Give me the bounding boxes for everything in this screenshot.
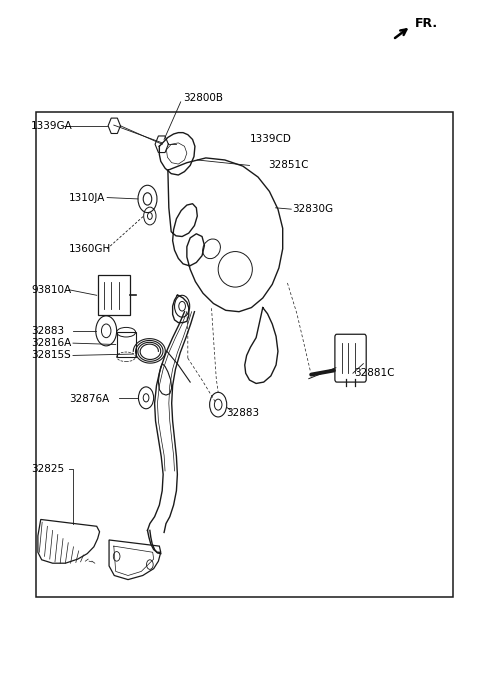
- Bar: [36, 112, 454, 597]
- Text: 32883: 32883: [226, 408, 259, 418]
- Text: 32815S: 32815S: [31, 351, 71, 360]
- Text: 1339CD: 1339CD: [250, 134, 291, 145]
- Text: 1310JA: 1310JA: [69, 192, 106, 203]
- Text: 32830G: 32830G: [292, 204, 333, 214]
- Text: 1339GA: 1339GA: [31, 121, 73, 131]
- Text: 32816A: 32816A: [31, 338, 72, 348]
- Text: 1360GH: 1360GH: [69, 244, 111, 254]
- Text: 32876A: 32876A: [69, 394, 109, 404]
- FancyBboxPatch shape: [335, 334, 366, 382]
- Text: 32881C: 32881C: [354, 368, 395, 378]
- Bar: [117, 332, 136, 357]
- Text: 32851C: 32851C: [268, 161, 309, 170]
- Text: FR.: FR.: [415, 17, 438, 30]
- Text: 93810A: 93810A: [31, 285, 72, 295]
- Text: 32800B: 32800B: [183, 94, 223, 103]
- Bar: [97, 276, 130, 315]
- Text: 32883: 32883: [31, 326, 64, 336]
- Text: 32825: 32825: [31, 464, 64, 474]
